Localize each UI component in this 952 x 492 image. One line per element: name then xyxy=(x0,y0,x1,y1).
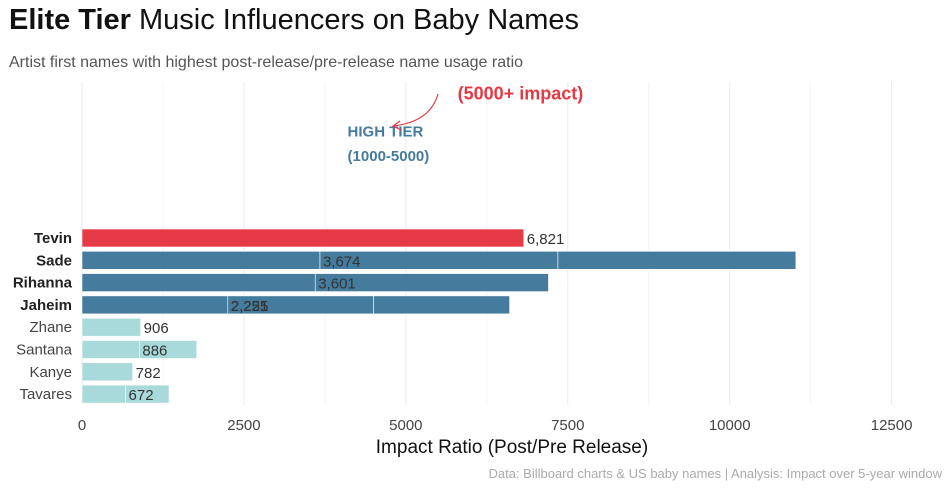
value-label: 6,821 xyxy=(527,231,565,248)
category-label: Sade xyxy=(36,252,72,269)
bar-segment xyxy=(81,295,229,315)
value-label: 906 xyxy=(144,320,169,337)
x-tick-label: 10000 xyxy=(709,417,751,434)
bar-segment xyxy=(81,228,525,248)
bar-segment xyxy=(81,340,140,359)
annotation-text: (1000-5000) xyxy=(348,148,430,165)
bar-segment xyxy=(81,251,321,270)
bar-segment xyxy=(81,362,133,382)
x-tick-label: 12500 xyxy=(871,417,913,434)
bar-segment xyxy=(81,273,316,292)
x-axis-label: Impact Ratio (Post/Pre Release) xyxy=(376,437,648,458)
bar-segment xyxy=(557,251,797,270)
value-label: 2,251 xyxy=(231,298,269,315)
bar-segment xyxy=(314,273,549,292)
chart-title-bold: Elite Tier xyxy=(9,4,131,36)
x-tick-label: 7500 xyxy=(551,417,584,434)
category-label: Jaheim xyxy=(20,297,72,314)
value-label: 3,601 xyxy=(318,276,356,293)
bar-segment xyxy=(373,295,510,315)
value-label: 672 xyxy=(129,387,154,404)
annotation-text: (5000+ impact) xyxy=(458,84,584,104)
x-tick-label: 5000 xyxy=(389,417,422,434)
value-label: 2,225 xyxy=(231,298,269,315)
chart-caption: Data: Billboard charts & US baby names |… xyxy=(488,466,942,481)
category-label: Zhane xyxy=(29,319,72,336)
bar-segment xyxy=(125,384,170,404)
chart-title: Elite Tier Music Influencers on Baby Nam… xyxy=(9,4,579,37)
bar-segment xyxy=(81,317,141,337)
value-label: 886 xyxy=(142,343,167,360)
category-label: Kanye xyxy=(29,364,72,381)
category-label: Santana xyxy=(16,342,73,359)
category-label: Tevin xyxy=(34,230,72,247)
annotations: (5000+ impact) HIGH TIER (1000-5000) xyxy=(348,84,584,165)
chart-title-rest: Music Influencers on Baby Names xyxy=(130,4,580,36)
x-tick-labels: 0 2500 5000 7500 10000 12500 xyxy=(78,417,913,434)
annotation-arrow xyxy=(392,93,439,127)
value-label: 3,674 xyxy=(323,253,361,270)
bar-segment xyxy=(81,384,126,404)
x-tick-label: 0 xyxy=(78,417,86,434)
x-tick-label: 2500 xyxy=(227,417,260,434)
chart-subtitle: Artist first names with highest post-rel… xyxy=(9,54,524,71)
category-labels: Tevin Sade Rihanna Jaheim Zhane Santana Kanye T… xyxy=(13,230,73,403)
category-label: Tavares xyxy=(19,386,72,403)
category-label: Rihanna xyxy=(13,275,73,292)
bar-segment xyxy=(139,340,198,359)
bars xyxy=(81,228,797,404)
annotation-text: HIGH TIER xyxy=(348,124,424,141)
value-label: 782 xyxy=(136,365,161,382)
annotation-arrow-head xyxy=(391,120,402,131)
